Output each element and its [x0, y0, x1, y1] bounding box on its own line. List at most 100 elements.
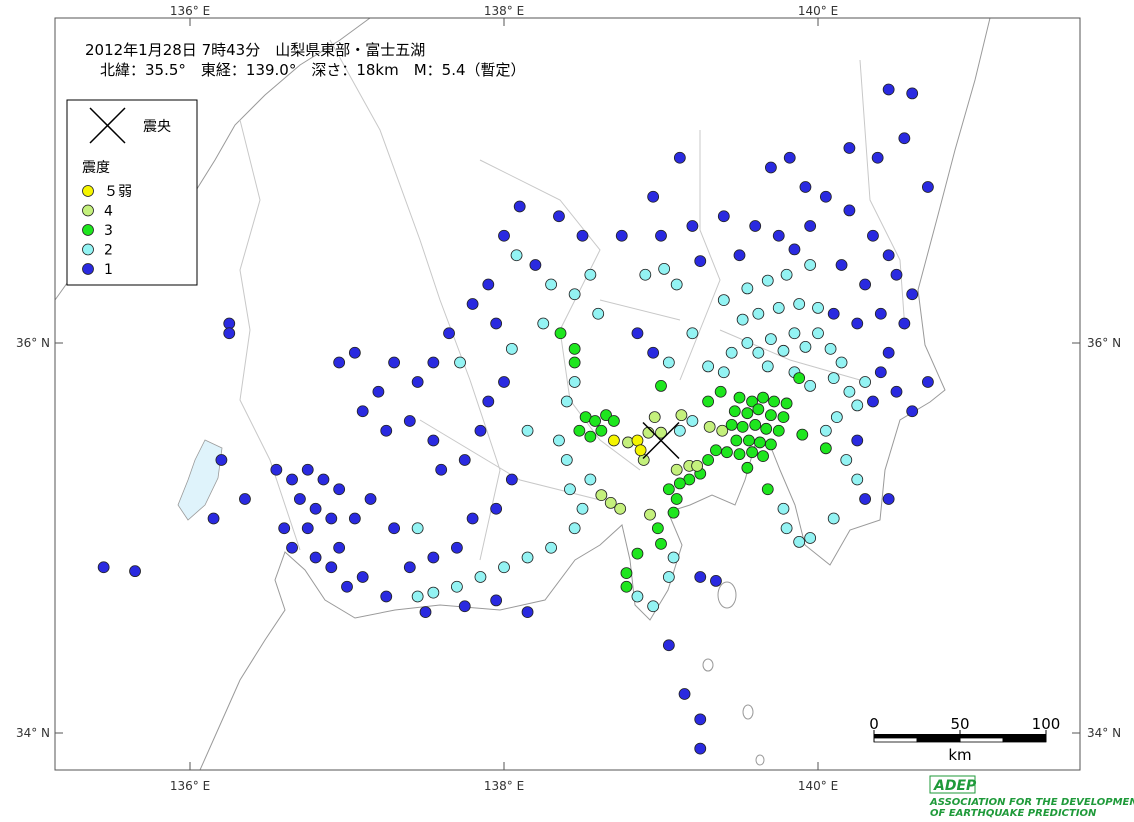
station — [780, 397, 793, 410]
station — [589, 415, 601, 427]
station — [553, 434, 565, 447]
scale-segment — [874, 734, 917, 738]
station — [592, 307, 605, 320]
station — [309, 502, 322, 515]
station — [673, 424, 686, 437]
station — [372, 385, 385, 398]
logo-line: OF EARTHQUAKE PREDICTION — [930, 808, 1097, 819]
legend-label: 1 — [104, 262, 113, 278]
lat-tick-label: 34° N — [16, 726, 50, 740]
station — [772, 229, 785, 242]
station — [799, 340, 812, 353]
station — [851, 399, 864, 412]
station — [703, 420, 716, 433]
station — [584, 430, 597, 443]
station — [890, 268, 903, 281]
station — [710, 575, 722, 587]
station — [662, 639, 675, 652]
station — [673, 151, 686, 164]
station — [741, 461, 754, 474]
station — [356, 571, 369, 583]
station — [804, 259, 817, 271]
station — [874, 307, 887, 320]
logo-line: ASSOCIATION FOR THE DEVELOPMENT — [929, 797, 1134, 808]
station — [765, 161, 777, 174]
station — [655, 379, 667, 392]
station — [736, 420, 749, 433]
scale-segment — [1002, 737, 1047, 743]
station — [239, 493, 251, 505]
legend-swatch — [82, 243, 94, 256]
station — [746, 395, 758, 408]
station — [694, 255, 707, 268]
station — [898, 317, 911, 330]
station — [906, 288, 919, 301]
station — [568, 376, 581, 388]
station — [721, 446, 733, 459]
station — [843, 142, 856, 154]
station — [573, 424, 586, 437]
station — [761, 274, 774, 287]
station — [819, 190, 832, 203]
station — [725, 418, 738, 431]
station — [882, 493, 895, 505]
station — [620, 567, 633, 579]
station — [686, 415, 699, 427]
station — [768, 395, 780, 408]
station — [490, 502, 503, 515]
station — [576, 229, 589, 242]
station — [419, 606, 432, 618]
station — [799, 181, 812, 193]
station — [851, 473, 864, 486]
station — [882, 83, 895, 96]
station — [595, 489, 608, 502]
station — [906, 87, 919, 100]
station — [466, 298, 479, 310]
station — [843, 204, 856, 217]
station — [568, 522, 581, 535]
station — [644, 508, 656, 521]
station — [702, 360, 714, 373]
station — [804, 379, 817, 392]
station — [278, 522, 291, 535]
legend-epicenter-label: 震央 — [143, 119, 171, 135]
station — [631, 590, 644, 603]
station — [843, 385, 856, 398]
station — [482, 395, 495, 408]
station — [741, 407, 754, 420]
station — [702, 395, 714, 408]
scale-label: 0 — [869, 715, 879, 733]
station — [553, 210, 565, 223]
station — [882, 346, 895, 359]
station — [380, 590, 393, 603]
station — [780, 268, 793, 281]
station — [490, 317, 503, 330]
station — [97, 561, 110, 574]
scale-bar: 0 50 100 km — [869, 715, 1060, 764]
station — [403, 415, 416, 427]
scale-segment — [916, 737, 961, 743]
lon-tick-label: 136° E — [170, 779, 210, 793]
station — [804, 220, 817, 232]
legend-swatch — [82, 263, 94, 275]
station — [793, 372, 806, 385]
station — [812, 301, 824, 314]
station — [614, 502, 627, 515]
legend-swatch — [82, 185, 94, 197]
station — [317, 473, 330, 486]
station — [403, 561, 416, 574]
station — [604, 496, 617, 509]
legend-label: 2 — [104, 243, 113, 259]
station — [670, 278, 683, 291]
station — [466, 512, 479, 525]
station — [717, 366, 730, 379]
station — [537, 317, 550, 330]
station — [714, 385, 727, 398]
island — [702, 658, 714, 672]
station — [851, 317, 864, 330]
station — [584, 268, 597, 281]
scale-segment — [917, 734, 960, 738]
station — [595, 424, 608, 437]
station — [754, 436, 766, 449]
station — [788, 243, 801, 256]
